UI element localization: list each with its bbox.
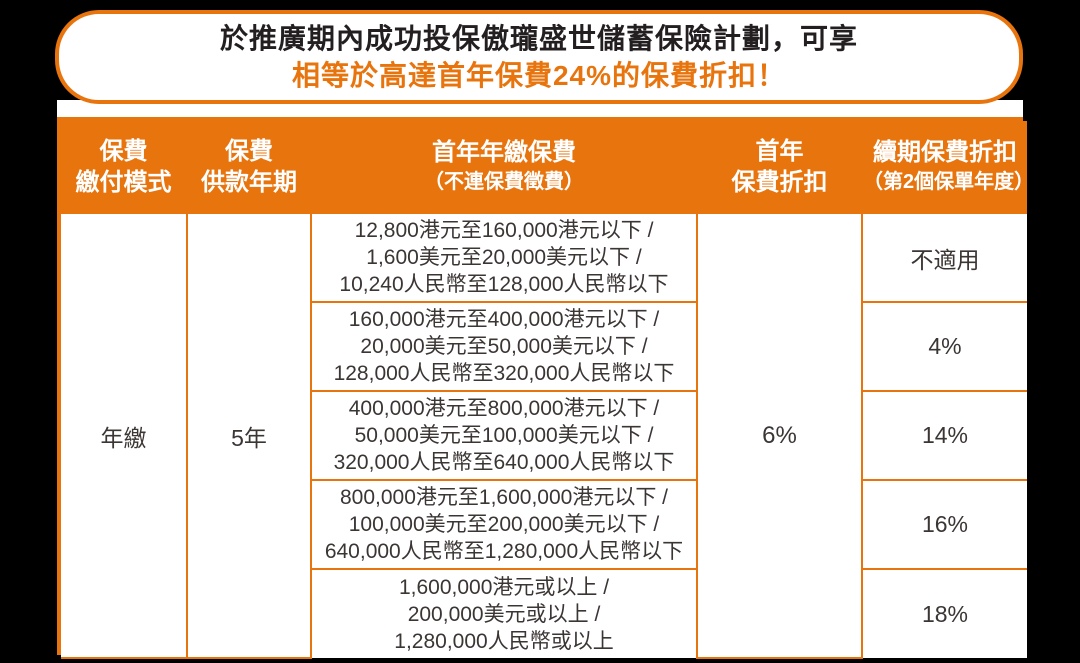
premium-band-5-line1: 1,600,000港元或以上 /	[398, 575, 610, 599]
cell-premium-band-4: 800,000港元至1,600,000港元以下 / 100,000美元至200,…	[310, 479, 698, 570]
header-first-year-annual-premium-line1: 首年年繳保費	[432, 139, 576, 166]
banner-line-2: 相等於高達首年保費24%的保費折扣！	[291, 60, 787, 91]
header-renewal-discount: 續期保費折扣 （第2個保單年度）	[861, 121, 1035, 213]
premium-discount-table-grid: 保費 繳付模式 保費 供款年期 首年年繳保費 （不連保費徵費） 首年 保費折扣 …	[61, 121, 1035, 659]
cell-renewal-discount-5: 18%	[861, 568, 1027, 658]
table-row: 400,000港元至800,000港元以下 / 50,000美元至100,000…	[61, 390, 1027, 481]
header-renewal-discount-line1: 續期保費折扣	[873, 139, 1017, 166]
premium-band-4-line2: 100,000美元至200,000美元以下 /	[348, 513, 660, 536]
premium-band-3-line1: 400,000港元至800,000港元以下 /	[348, 397, 660, 420]
premium-band-1-line1: 12,800港元至160,000港元以下 /	[354, 219, 654, 242]
cell-renewal-discount-4: 16%	[861, 479, 1027, 570]
premium-discount-table: 保費 繳付模式 保費 供款年期 首年年繳保費 （不連保費徵費） 首年 保費折扣 …	[57, 117, 1034, 659]
cell-payment-mode: 年繳	[61, 212, 188, 659]
premium-band-3-line3: 320,000人民幣至640,000人民幣以下	[333, 451, 675, 474]
table-row: 160,000港元至400,000港元以下 / 20,000美元至50,000美…	[61, 301, 1027, 392]
header-first-year-discount-line2: 保費折扣	[731, 168, 828, 196]
header-row: 保費 繳付模式 保費 供款年期 首年年繳保費 （不連保費徵費） 首年 保費折扣 …	[61, 121, 1035, 213]
premium-band-2-line2: 20,000美元至50,000美元以下 /	[360, 335, 648, 358]
premium-band-4-line3: 640,000人民幣至1,280,000人民幣以下	[324, 540, 684, 563]
header-first-year-annual-premium-line2: （不連保費徵費）	[424, 171, 584, 193]
premium-band-5-line3: 1,280,000人民幣或以上	[394, 629, 614, 653]
table-row: 800,000港元至1,600,000港元以下 / 100,000美元至200,…	[61, 479, 1027, 570]
header-payment-mode-line2: 繳付模式	[75, 168, 172, 196]
header-first-year-discount: 首年 保費折扣	[696, 121, 863, 213]
table-row: 年繳 5年 12,800港元至160,000港元以下 / 1,600美元至20,…	[61, 212, 1027, 659]
header-first-year-discount-line1: 首年	[755, 137, 804, 165]
cell-payment-term: 5年	[186, 212, 312, 659]
table-row: 1,600,000港元或以上 / 200,000美元或以上 / 1,280,00…	[61, 568, 1027, 658]
header-payment-term: 保費 供款年期	[186, 121, 312, 213]
cell-premium-band-5: 1,600,000港元或以上 / 200,000美元或以上 / 1,280,00…	[310, 568, 698, 658]
header-payment-mode: 保費 繳付模式	[61, 121, 188, 213]
banner-table-gap	[57, 100, 1023, 120]
header-renewal-discount-line2: （第2個保單年度）	[863, 171, 1035, 193]
premium-band-2-line3: 128,000人民幣至320,000人民幣以下	[333, 362, 675, 385]
premium-band-2-line1: 160,000港元至400,000港元以下 /	[348, 308, 660, 331]
header-first-year-annual-premium: 首年年繳保費 （不連保費徵費）	[310, 121, 698, 213]
header-payment-term-line2: 供款年期	[201, 168, 297, 196]
header-payment-mode-line1: 保費	[99, 137, 148, 165]
premium-band-5-line2: 200,000美元或以上 /	[407, 602, 601, 626]
cell-renewal-discount-3: 14%	[861, 390, 1027, 481]
premium-band-1-line3: 10,240人民幣至128,000人民幣以下	[339, 273, 669, 296]
premium-band-4-line1: 800,000港元至1,600,000港元以下 /	[339, 486, 668, 509]
cell-first-year-discount: 6%	[696, 212, 863, 659]
promo-banner: 於推廣期內成功投保傲瓏盛世儲蓄保險計劃，可享 相等於高達首年保費24%的保費折扣…	[55, 10, 1023, 104]
cell-renewal-discount-1: 不適用	[861, 212, 1027, 303]
cell-premium-band-1: 12,800港元至160,000港元以下 / 1,600美元至20,000美元以…	[310, 212, 698, 303]
header-payment-term-line1: 保費	[225, 137, 273, 165]
cell-premium-band-3: 400,000港元至800,000港元以下 / 50,000美元至100,000…	[310, 390, 698, 481]
banner-line-1: 於推廣期內成功投保傲瓏盛世儲蓄保險計劃，可享	[219, 23, 858, 54]
premium-band-3-line2: 50,000美元至100,000美元以下 /	[354, 424, 654, 447]
cell-premium-band-2: 160,000港元至400,000港元以下 / 20,000美元至50,000美…	[310, 301, 698, 392]
premium-band-1-line2: 1,600美元至20,000美元以下 /	[366, 246, 642, 269]
cell-renewal-discount-2: 4%	[861, 301, 1027, 392]
